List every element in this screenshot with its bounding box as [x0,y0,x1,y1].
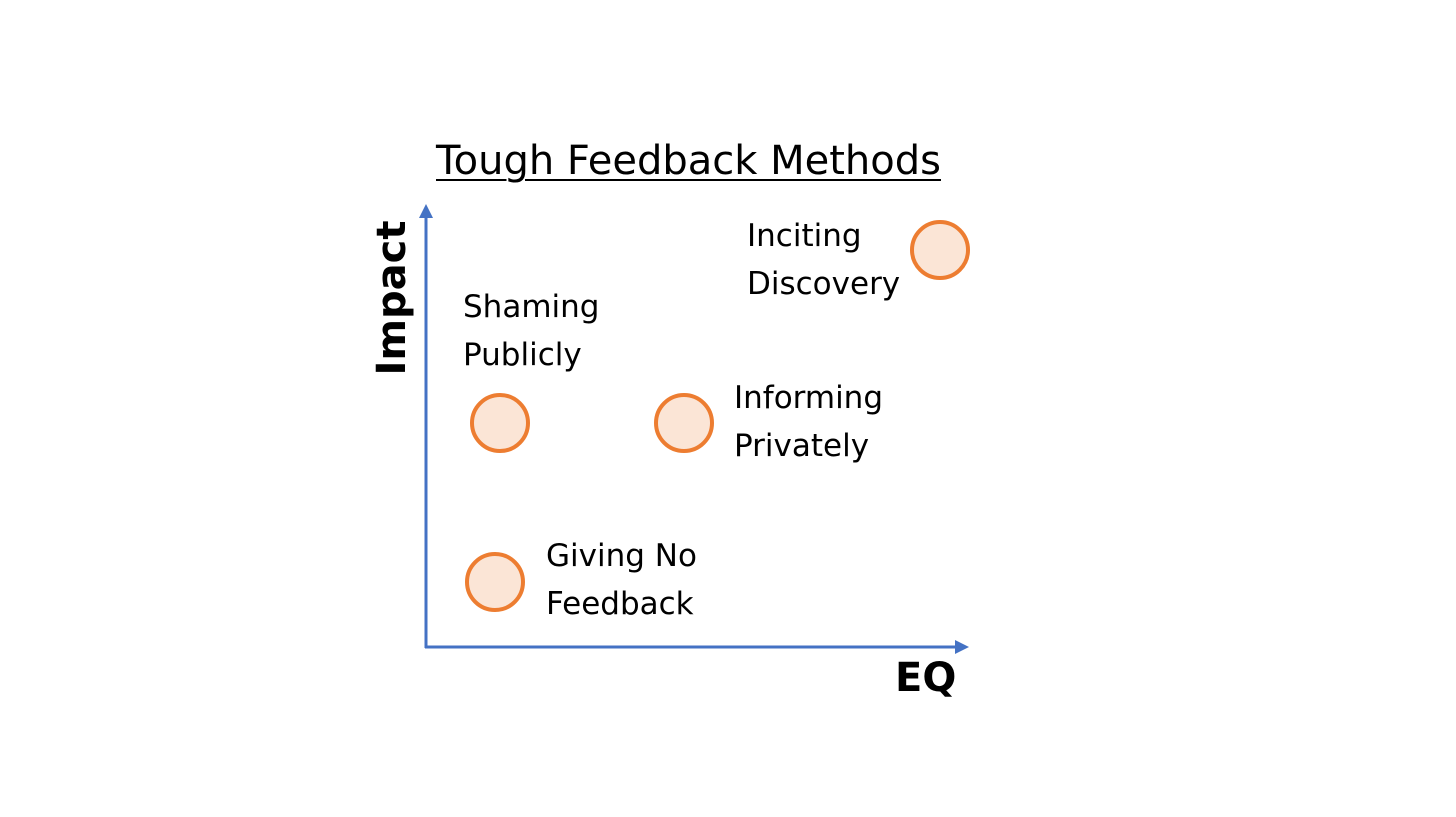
method-label-inciting-discovery: Inciting Discovery [747,218,901,302]
x-axis-arrowhead [955,640,969,654]
x-axis-label: EQ [895,655,957,701]
method-point-shaming-publicly [470,393,530,453]
y-axis-arrowhead [419,204,433,218]
method-point-informing-privately [654,393,714,453]
y-axis-label: Impact [369,220,415,376]
method-label-giving-no-feedback: Giving No Feedback [546,538,697,622]
method-label-informing-privately: Informing Privately [734,380,884,464]
diagram-title: Tough Feedback Methods [436,138,941,184]
method-label-shaming-publicly: Shaming Publicly [463,289,600,373]
method-point-inciting-discovery [910,220,970,280]
method-point-giving-no-feedback [465,552,525,612]
